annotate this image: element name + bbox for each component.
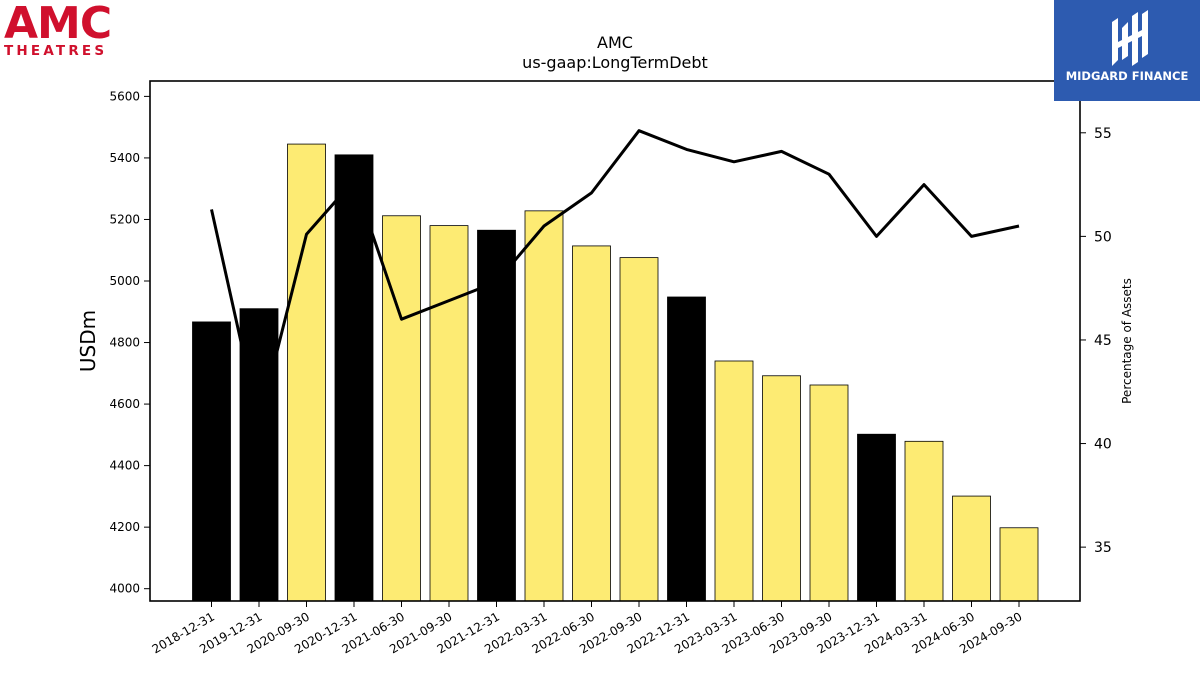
plot-frame [149,80,1081,602]
y2-tick-label: 45 [1094,333,1112,349]
bar-2020-12-31 [334,154,374,602]
bar-2023-12-31 [857,433,896,602]
bar-2024-09-30 [999,527,1039,602]
amc-logo-word: AMC [4,0,112,49]
midgard-logo-name: MIDGARD FINANCE [1065,69,1189,83]
bar-2021-06-30 [382,215,421,602]
y-tick-label: 4000 [109,582,140,596]
bar-2020-09-30 [287,143,326,602]
y-tick-label: 4400 [109,459,140,473]
bar-2022-12-31 [667,296,706,602]
midgard-logo: MIDGARD FINANCE [1054,0,1200,101]
chart-title: AMC [597,33,633,52]
bar-2023-06-30 [762,375,801,602]
y2-tick-label: 40 [1094,437,1112,453]
amc-logo-subtitle: THEATRES [4,43,108,59]
y-tick-label: 4200 [109,520,140,534]
bar-2023-03-31 [714,360,754,602]
x-axis: 2018-12-312019-12-312020-09-302020-12-31… [150,601,1025,656]
bar-2024-03-31 [904,440,944,602]
y-tick-label: 5400 [109,151,140,165]
midgard-emblem-icon [1112,10,1148,66]
y-tick-label: 4600 [109,397,140,411]
y2-tick-label: 50 [1094,229,1112,245]
bar-2021-09-30 [429,225,469,602]
bars-layer [192,143,1039,602]
bar-2022-09-30 [619,257,659,602]
amc-logo: AMC THEATRES [4,0,134,59]
line-layer [210,129,1020,425]
chart-subtitle: us-gaap:LongTermDebt [522,53,708,72]
y-tick-label: 5600 [109,89,140,103]
bar-2021-12-31 [477,229,516,602]
bar-2022-03-31 [524,210,564,602]
y-axis: 4000 4200 4400 4600 4800 5000 5200 5400 5600 [109,89,150,596]
y-tick-label: 4800 [109,336,140,350]
y2-axis: 35 40 45 50 55 [1080,126,1112,556]
bar-2022-06-30 [572,245,611,602]
bar-2019-12-31 [239,308,279,602]
bar-2024-06-30 [952,495,991,602]
y2-tick-label: 35 [1094,540,1112,556]
y2-tick-label: 55 [1094,126,1112,142]
y-tick-label: 5000 [109,274,140,288]
bar-2018-12-31 [192,321,231,602]
y-axis-label: USDm [76,310,100,372]
y2-axis-label: Percentage of Assets [1120,278,1134,404]
line-percentage-of-assets [210,129,1020,425]
y-tick-label: 5200 [109,212,140,226]
bar-2023-09-30 [809,384,849,602]
